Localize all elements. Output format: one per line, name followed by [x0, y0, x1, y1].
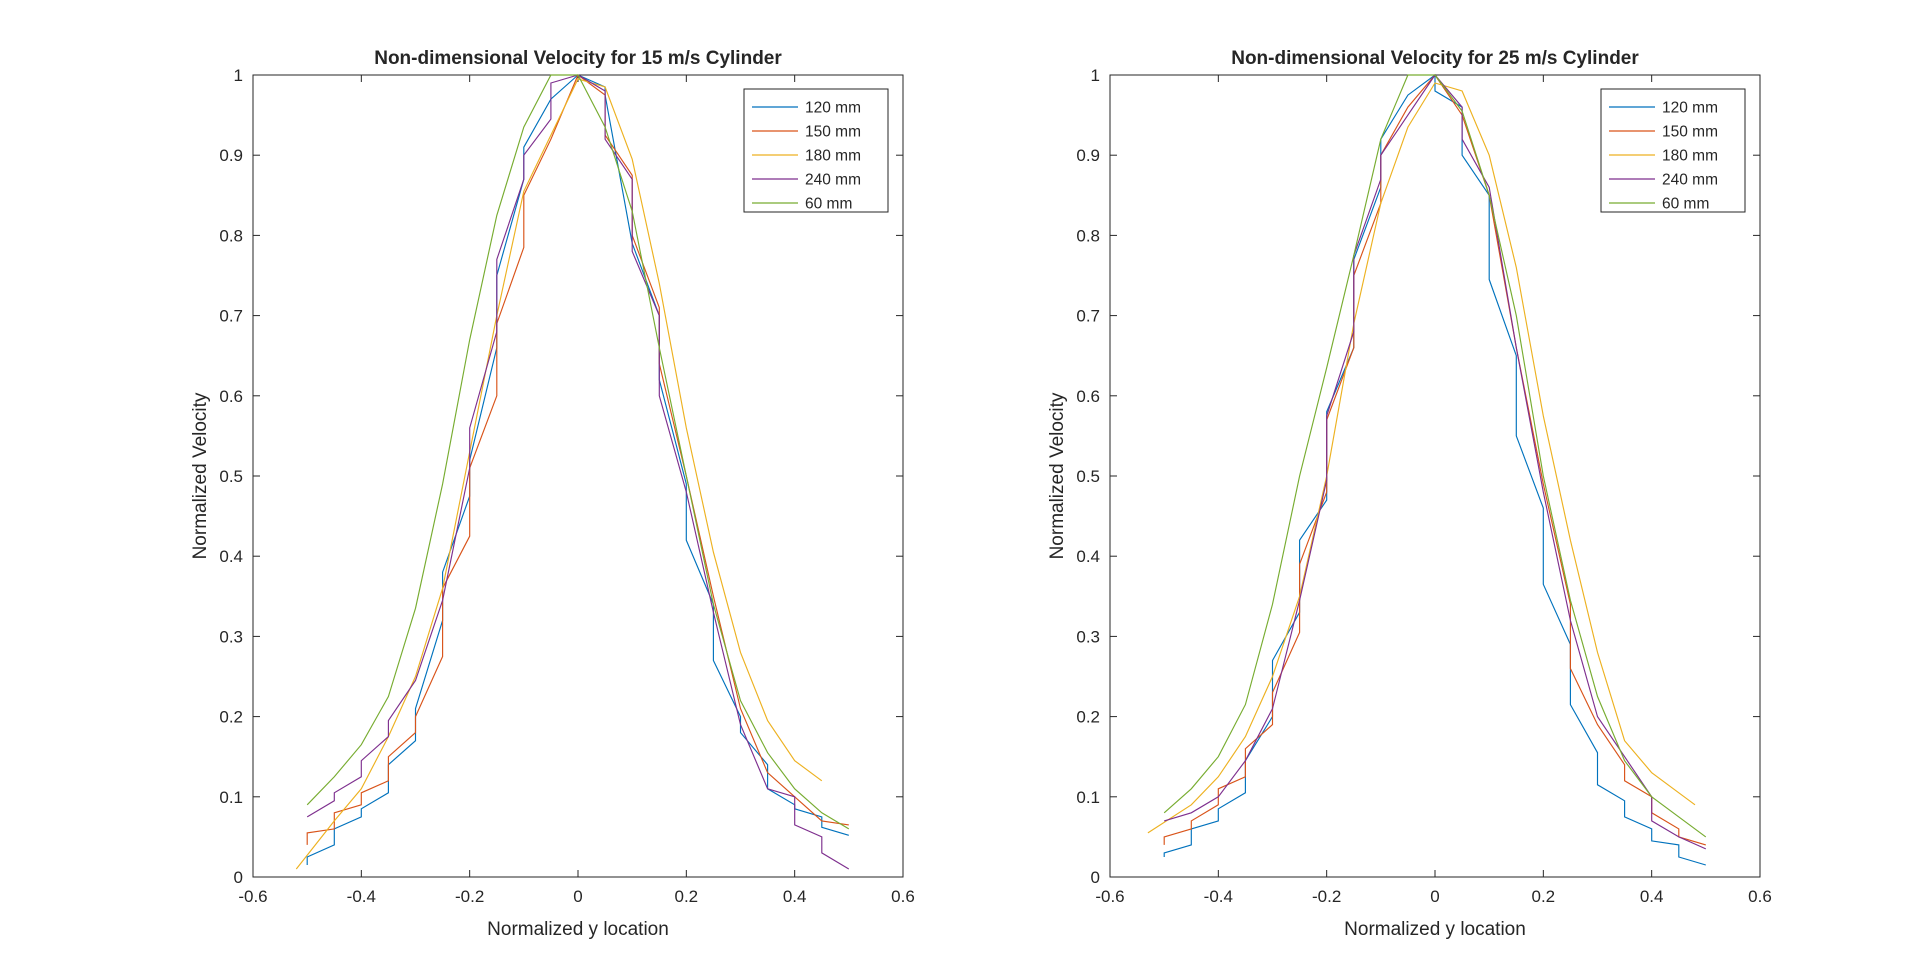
x-tick-label: 0.4 [1640, 887, 1664, 906]
chart-15ms-cylinder: Non-dimensional Velocity for 15 m/s Cyli… [190, 48, 915, 940]
x-tick-label: 0.6 [1748, 887, 1772, 906]
y-tick-label: 0 [1091, 868, 1100, 887]
tick-labels: -0.6 -0.4 -0.2 0 0.2 0.4 0.6 0 0.1 0.2 0.3 0.4 0.5 0.… [219, 66, 914, 906]
series-line-240-mm [306, 74, 850, 870]
legend-label: 60 mm [1662, 196, 1709, 213]
y-tick-label: 0.3 [1076, 627, 1100, 646]
x-tick-label: 0.4 [783, 887, 807, 906]
y-tick-label: 0.2 [219, 708, 243, 727]
x-tick-label: 0 [573, 887, 582, 906]
legend-label: 60 mm [805, 196, 852, 213]
x-tick-label: -0.4 [347, 887, 376, 906]
chart-title: Non-dimensional Velocity for 25 m/s Cyli… [1231, 48, 1639, 69]
y-tick-label: 0.6 [1076, 387, 1100, 406]
series-line-60-mm [1163, 74, 1707, 838]
y-tick-label: 0.7 [219, 307, 243, 326]
y-tick-label: 0.4 [219, 547, 243, 566]
legend-label: 240 mm [805, 172, 861, 189]
x-tick-label: 0.2 [1532, 887, 1556, 906]
series-line-150-mm [306, 74, 849, 845]
y-tick-label: 0.7 [1076, 307, 1100, 326]
legend-label: 120 mm [1662, 100, 1718, 117]
legend[interactable]: 120 mm 150 mm 180 mm 240 mm 60 mm [1600, 88, 1746, 213]
tick-marks [252, 74, 904, 878]
legend-item[interactable]: 120 mm [752, 100, 861, 117]
plot-area [1147, 73, 1707, 866]
y-tick-label: 0.6 [219, 387, 243, 406]
series-line-180-mm [295, 78, 823, 870]
legend-item[interactable]: 60 mm [752, 196, 852, 213]
x-tick-label: 0.2 [675, 887, 699, 906]
legend-label: 150 mm [805, 124, 861, 141]
legend-label: 180 mm [805, 148, 861, 165]
legend-item[interactable]: 150 mm [752, 124, 861, 141]
y-axis-label: Normalized Velocity [1047, 392, 1068, 559]
y-tick-label: 0.1 [1076, 788, 1100, 807]
y-tick-label: 0.2 [1076, 708, 1100, 727]
x-axis-label: Normalized y location [487, 919, 669, 940]
series-line-180-mm [1147, 82, 1696, 834]
legend-label: 180 mm [1662, 148, 1718, 165]
legend-label: 120 mm [805, 100, 861, 117]
chart-25ms-cylinder: Non-dimensional Velocity for 25 m/s Cyli… [1047, 48, 1772, 940]
y-tick-label: 0.4 [1076, 547, 1100, 566]
legend-item[interactable]: 240 mm [1609, 172, 1718, 189]
x-tick-label: -0.2 [1312, 887, 1341, 906]
legend-item[interactable]: 60 mm [1609, 196, 1709, 213]
legend-item[interactable]: 120 mm [1609, 100, 1718, 117]
y-tick-label: 0 [234, 868, 243, 887]
legend-box [743, 88, 889, 213]
tick-marks [1109, 74, 1761, 878]
x-tick-label: -0.4 [1204, 887, 1233, 906]
legend-item[interactable]: 180 mm [752, 148, 861, 165]
y-tick-label: 0.8 [219, 226, 243, 245]
legend-label: 150 mm [1662, 124, 1718, 141]
series-line-60-mm [306, 74, 850, 830]
x-axis-label: Normalized y location [1344, 919, 1526, 940]
x-tick-label: -0.6 [1095, 887, 1124, 906]
y-tick-label: 0.1 [219, 788, 243, 807]
y-axis-label: Normalized Velocity [190, 392, 211, 559]
legend-item[interactable]: 180 mm [1609, 148, 1718, 165]
y-tick-label: 0.3 [219, 627, 243, 646]
series-line-120-mm [306, 74, 849, 865]
legend[interactable]: 120 mm 150 mm 180 mm 240 mm 60 mm [743, 88, 889, 213]
y-tick-label: 0.8 [1076, 226, 1100, 245]
legend-box [1600, 88, 1746, 213]
legend-item[interactable]: 150 mm [1609, 124, 1718, 141]
x-tick-label: -0.2 [455, 887, 484, 906]
y-tick-label: 0.9 [1076, 146, 1100, 165]
legend-label: 240 mm [1662, 172, 1718, 189]
y-tick-label: 0.5 [1076, 467, 1100, 486]
x-tick-label: 0.6 [891, 887, 915, 906]
tick-labels: -0.6 -0.4 -0.2 0 0.2 0.4 0.6 0 0.1 0.2 0.3 0.4 0.5 0.… [1076, 66, 1771, 906]
y-tick-label: 0.9 [219, 146, 243, 165]
y-tick-label: 1 [1091, 66, 1100, 85]
x-tick-label: 0 [1430, 887, 1439, 906]
legend-item[interactable]: 240 mm [752, 172, 861, 189]
chart-title: Non-dimensional Velocity for 15 m/s Cyli… [374, 48, 782, 69]
y-tick-label: 0.5 [219, 467, 243, 486]
y-tick-label: 1 [234, 66, 243, 85]
plot-area [295, 74, 850, 870]
x-tick-label: -0.6 [238, 887, 267, 906]
